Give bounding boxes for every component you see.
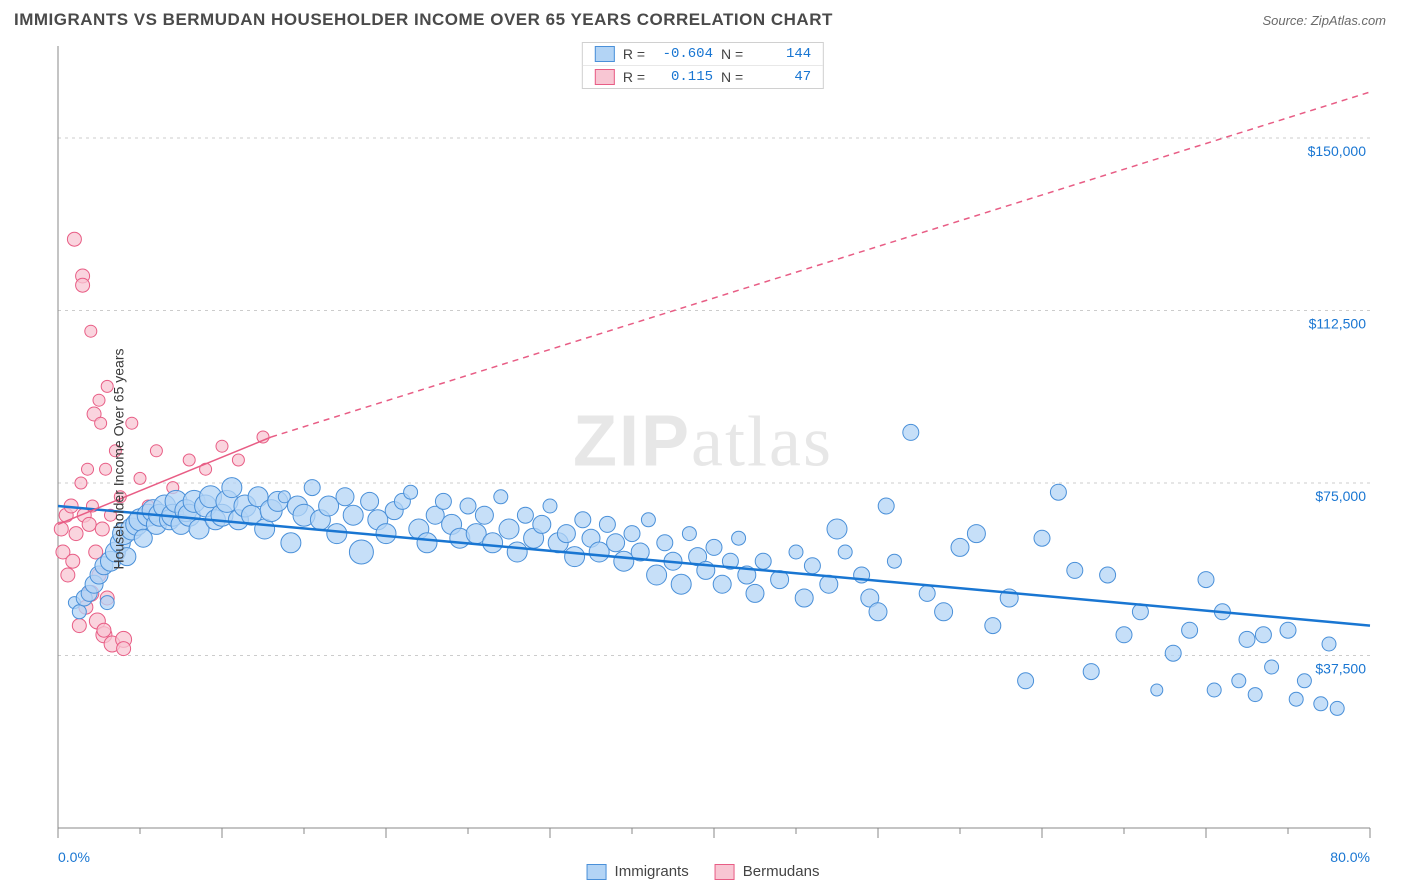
scatter-plot: $37,500 $75,000 $112,500 $150,000 0.0% 80.0% <box>14 40 1392 878</box>
svg-text:$37,500: $37,500 <box>1315 661 1366 677</box>
source-attribution: Source: ZipAtlas.com <box>1262 13 1386 28</box>
svg-text:$75,000: $75,000 <box>1315 488 1366 504</box>
legend-item-bermudans: Bermudans <box>715 863 820 880</box>
legend-item-immigrants: Immigrants <box>587 863 689 880</box>
y-axis-label: Householder Income Over 65 years <box>111 349 127 570</box>
series-legend: Immigrants Bermudans <box>587 863 820 880</box>
svg-text:$112,500: $112,500 <box>1309 316 1367 332</box>
legend-swatch-immigrants <box>595 46 615 62</box>
svg-text:$150,000: $150,000 <box>1308 143 1367 159</box>
svg-text:80.0%: 80.0% <box>1330 849 1370 865</box>
legend-row-immigrants: R = -0.604 N = 144 <box>583 43 823 65</box>
legend-swatch-bermudans <box>595 69 615 85</box>
legend-row-bermudans: R = 0.115 N = 47 <box>583 65 823 88</box>
correlation-legend: R = -0.604 N = 144 R = 0.115 N = 47 <box>582 42 824 89</box>
chart-container: Householder Income Over 65 years ZIPatla… <box>14 40 1392 878</box>
legend-swatch-icon <box>715 864 735 880</box>
chart-title: IMMIGRANTS VS BERMUDAN HOUSEHOLDER INCOM… <box>14 10 833 30</box>
svg-text:0.0%: 0.0% <box>58 849 90 865</box>
legend-swatch-icon <box>587 864 607 880</box>
